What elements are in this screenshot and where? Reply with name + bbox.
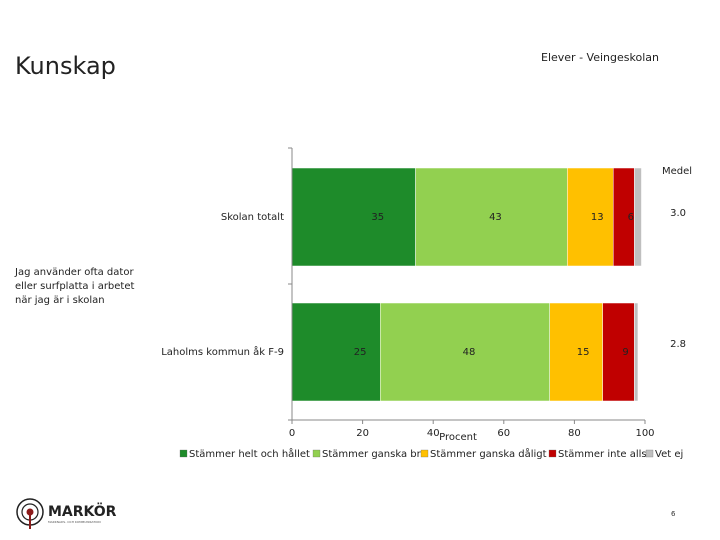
markor-logo: MARKÖR MARKNADS- OCH KOMMUNIKATION	[14, 496, 124, 534]
legend-swatch	[420, 449, 429, 458]
category-label: Laholms kommun åk F-9	[161, 345, 284, 358]
bar-segment	[634, 167, 642, 267]
legend-swatch	[179, 449, 188, 458]
data-label: 6	[628, 212, 634, 223]
data-label: 43	[489, 212, 502, 223]
question-label-line: eller surfplatta i arbetet	[15, 281, 135, 292]
legend-swatch	[548, 449, 557, 458]
mean-value: 3.0	[670, 208, 686, 219]
data-label: 9	[622, 347, 628, 358]
x-tick-label: 40	[427, 428, 440, 439]
category-label: Skolan totalt	[221, 212, 284, 223]
page-title: Kunskap	[15, 52, 116, 80]
data-label: 35	[371, 212, 384, 223]
logo-tagline: MARKNADS- OCH KOMMUNIKATION	[48, 520, 101, 524]
question-label-line: Jag använder ofta dator	[14, 267, 134, 278]
data-label: 13	[591, 212, 604, 223]
legend-label: Stämmer ganska bra	[322, 449, 427, 460]
bar-segment	[602, 302, 635, 402]
markor-logo-mark: MARKÖR MARKNADS- OCH KOMMUNIKATION	[16, 498, 117, 529]
bar-segment	[380, 302, 550, 402]
question-label-line: när jag är i skolan	[15, 295, 105, 306]
bar-segment	[634, 302, 639, 402]
legend-label: Stämmer inte alls	[558, 449, 647, 460]
legend-swatch	[312, 449, 321, 458]
legend-label: Vet ej	[655, 449, 683, 460]
data-label: 15	[577, 347, 590, 358]
x-axis-label: Procent	[439, 432, 477, 443]
legend-label: Stämmer helt och hållet	[189, 447, 310, 460]
page-subtitle: Elever - Veingeskolan	[541, 51, 659, 64]
data-label: 48	[463, 347, 476, 358]
mean-value: 2.8	[670, 339, 686, 350]
question-label: Jag använder ofta dator eller surfplatta …	[14, 267, 135, 306]
legend-swatch	[645, 449, 654, 458]
bar-segment	[549, 302, 603, 402]
bar-segment	[291, 302, 381, 402]
page-number: 6	[671, 510, 676, 518]
x-tick-label: 100	[635, 428, 654, 439]
legend-label: Stämmer ganska dåligt	[430, 447, 547, 460]
logo-text: MARKÖR	[48, 502, 117, 520]
x-tick-label: 0	[289, 428, 295, 439]
x-tick-label: 20	[356, 428, 369, 439]
x-tick-label: 80	[568, 428, 581, 439]
bar-segment	[415, 167, 568, 267]
mean-header: Medel	[662, 166, 692, 177]
x-tick-label: 60	[497, 428, 510, 439]
data-label: 25	[354, 347, 367, 358]
bar-segment	[291, 167, 416, 267]
